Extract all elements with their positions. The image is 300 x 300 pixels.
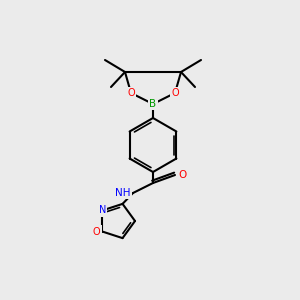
Text: B: B bbox=[149, 99, 157, 109]
Text: N: N bbox=[99, 206, 106, 215]
Text: O: O bbox=[127, 88, 135, 98]
Text: O: O bbox=[178, 170, 186, 180]
Text: O: O bbox=[171, 88, 179, 98]
Text: NH: NH bbox=[116, 188, 131, 198]
Text: O: O bbox=[93, 226, 101, 237]
